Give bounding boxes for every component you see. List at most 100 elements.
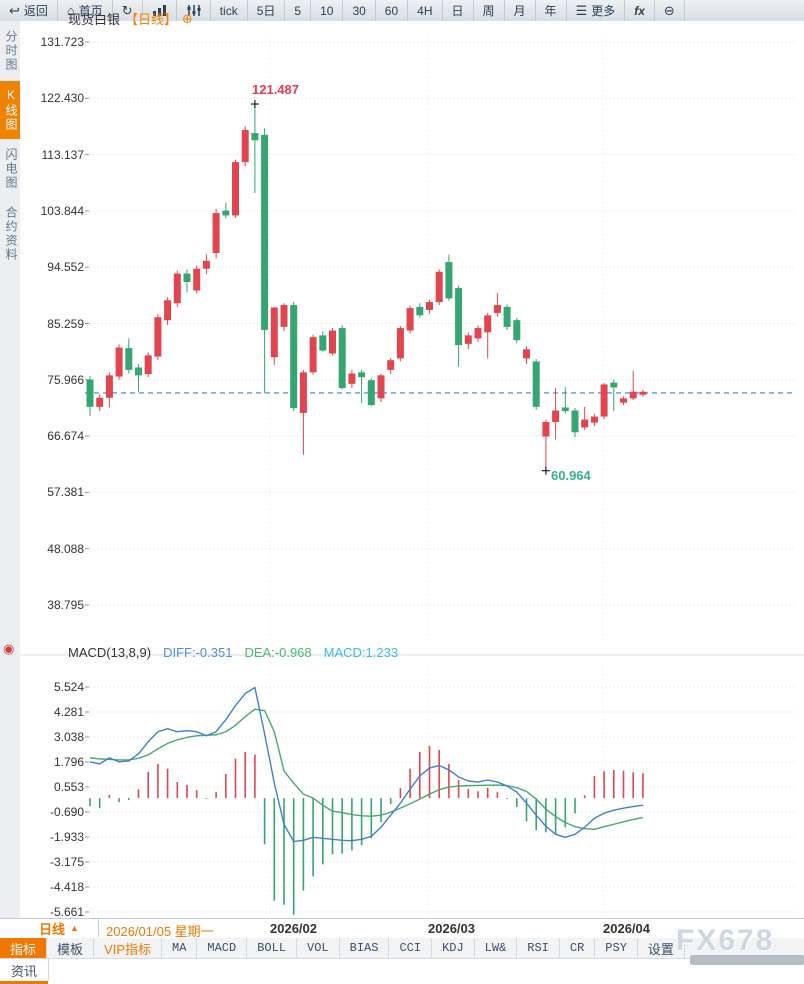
macd-tick-label: -4.418: [49, 880, 84, 894]
zoom-out-icon: ⊖: [663, 3, 675, 18]
macd-tick-label: -5.661: [49, 905, 84, 919]
month-tick-label: 2026/02: [270, 921, 317, 936]
price-tick-label: 38.795: [47, 598, 84, 612]
toolbar-item-label: 10: [320, 3, 334, 18]
news-tab[interactable]: 资讯: [0, 959, 49, 981]
sliders-icon: [187, 5, 201, 16]
sidebar-item-闪电图[interactable]: 闪电图: [4, 148, 18, 190]
macd-diff-value: DIFF:-0.351: [163, 645, 233, 660]
instrument-name: 现货白银: [68, 12, 121, 27]
toolbar-item-label: 日: [451, 4, 464, 18]
tab-CR[interactable]: CR: [560, 938, 596, 958]
home-icon: ⌂: [66, 3, 75, 18]
toolbar-item-返回[interactable]: ↩ 返回: [0, 0, 58, 21]
toolbar-item-更多[interactable]: ☰ 更多: [567, 0, 626, 21]
back-icon: ↩: [9, 3, 20, 18]
macd-tick-label: 4.281: [53, 705, 84, 719]
menu-icon: ☰: [575, 3, 588, 18]
first-date-label: 2026/01/05 星期一: [106, 924, 214, 939]
toolbar-item-label: 5日: [256, 4, 276, 18]
bottom-bar: 资讯: [0, 959, 804, 984]
refresh-icon: ↻: [121, 3, 133, 18]
toolbar-item-日[interactable]: 日: [443, 0, 474, 21]
month-tick-label: 2026/04: [603, 921, 650, 936]
toolbar-item-bar-chart[interactable]: [143, 0, 177, 21]
toolbar-item-10[interactable]: 10: [311, 0, 344, 21]
toolbar-item-fx[interactable]: fx: [625, 0, 655, 21]
price-tick-label: 122.430: [40, 91, 84, 106]
tab-BIAS[interactable]: BIAS: [340, 938, 390, 958]
macd-tick-label: -3.175: [49, 855, 84, 869]
macd-tick-label: -1.933: [49, 830, 84, 844]
toolbar-item-4H[interactable]: 4H: [408, 0, 443, 21]
toolbar-item-月[interactable]: 月: [505, 0, 536, 21]
macd-macd-value: MACD:1.233: [323, 645, 399, 660]
toolbar-item-年[interactable]: 年: [536, 0, 567, 21]
toolbar-item-label: 首页: [78, 4, 103, 18]
macd-tick-label: 3.038: [53, 730, 84, 744]
toolbar-item-label: 4H: [417, 3, 433, 18]
toolbar-item-zoom-out[interactable]: ⊖: [655, 0, 685, 21]
macd-tick-label: 0.553: [53, 780, 84, 794]
toolbar-item-label: 更多: [591, 4, 616, 18]
tab-CCI[interactable]: CCI: [389, 938, 433, 958]
toolbar-item-60[interactable]: 60: [376, 0, 409, 21]
caret-up-icon: ▲: [70, 923, 79, 933]
toolbar-item-label: 月: [513, 4, 526, 18]
toolbar-item-label: 60: [384, 3, 399, 18]
candlestick-macd-chart[interactable]: [0, 0, 804, 918]
macd-header: MACD(13,8,9) DIFF:-0.351 DEA:-0.968 MACD…: [68, 645, 398, 660]
toolbar-item-tick[interactable]: tick: [211, 0, 248, 21]
indicator-tabbar: 指标 模板 VIP指标 MA MACD BOLL VOL BIAS CCI KDJ LW& RSI CR…: [0, 938, 804, 959]
toolbar-item-5[interactable]: 5: [285, 0, 312, 21]
toolbar-item-label: 5: [294, 3, 302, 18]
time-axis-bar: 日线 ▲ 2026/01/05 星期一 2026/02 2026/03 2026/0…: [0, 918, 804, 939]
toolbar-item-label: 年: [544, 4, 557, 18]
chart-title: 现货白银 【日线】 ⊕: [68, 9, 193, 28]
toolbar-item-周[interactable]: 周: [474, 0, 505, 21]
tab-PSY[interactable]: PSY: [595, 938, 638, 958]
period-selector[interactable]: 日线 ▲: [20, 919, 99, 937]
toolbar-item-refresh[interactable]: ↻: [113, 0, 143, 21]
toolbar-item-30[interactable]: 30: [343, 0, 376, 21]
tab-设置[interactable]: 设置: [638, 938, 685, 958]
sidebar-item-合约资料[interactable]: 合约资料: [4, 206, 18, 262]
period-tag: 【日线】: [125, 12, 178, 27]
month-tick-label: 2026/03: [428, 921, 475, 936]
toolbar-item-首页[interactable]: ⌂ 首页: [58, 0, 113, 21]
price-tick-label: 66.674: [47, 429, 84, 444]
tab-MA[interactable]: MA: [162, 938, 198, 958]
price-tick-label: 57.381: [47, 485, 84, 500]
toolbar-item-label: 周: [482, 4, 495, 18]
toolbar-item-sliders[interactable]: [177, 0, 211, 21]
price-tick-label: 113.137: [41, 147, 85, 162]
macd-tick-label: -0.690: [49, 805, 84, 819]
tab-MACD[interactable]: MACD: [197, 938, 248, 958]
price-tick-label: 85.259: [47, 316, 84, 331]
price-tick-label: 75.966: [47, 372, 84, 387]
toolbar-item-5日[interactable]: 5日: [248, 0, 286, 21]
price-tick-label: 94.552: [47, 260, 84, 275]
crosshair-target-icon[interactable]: ◉: [3, 641, 15, 656]
macd-tick-label: 1.796: [53, 755, 84, 769]
lowest-price-annotation: 60.964: [551, 468, 591, 483]
tab-模板[interactable]: 模板: [47, 938, 95, 958]
sidebar-item-分时图[interactable]: 分时图: [4, 30, 18, 72]
price-tick-label: 103.844: [40, 203, 84, 218]
add-indicator-icon[interactable]: ⊕: [182, 10, 193, 26]
toolbar-item-label: 30: [352, 3, 366, 18]
tab-指标[interactable]: 指标: [0, 938, 48, 958]
tab-VIP指标[interactable]: VIP指标: [94, 938, 162, 958]
price-tick-label: 48.088: [47, 541, 84, 556]
toolbar-item-label: 返回: [23, 4, 48, 18]
tab-LW&[interactable]: LW&: [475, 938, 518, 958]
chart-area: [20, 21, 804, 918]
tab-KDJ[interactable]: KDJ: [432, 938, 475, 958]
tab-BOLL[interactable]: BOLL: [247, 938, 298, 958]
tab-VOL[interactable]: VOL: [297, 938, 340, 958]
horizontal-scrollbar-thumb[interactable]: [690, 955, 804, 965]
highest-price-annotation: 121.487: [252, 82, 299, 97]
sidebar-item-K线图[interactable]: K线图: [0, 81, 20, 139]
toolbar-item-label: tick: [219, 3, 238, 18]
tab-RSI[interactable]: RSI: [517, 938, 560, 958]
